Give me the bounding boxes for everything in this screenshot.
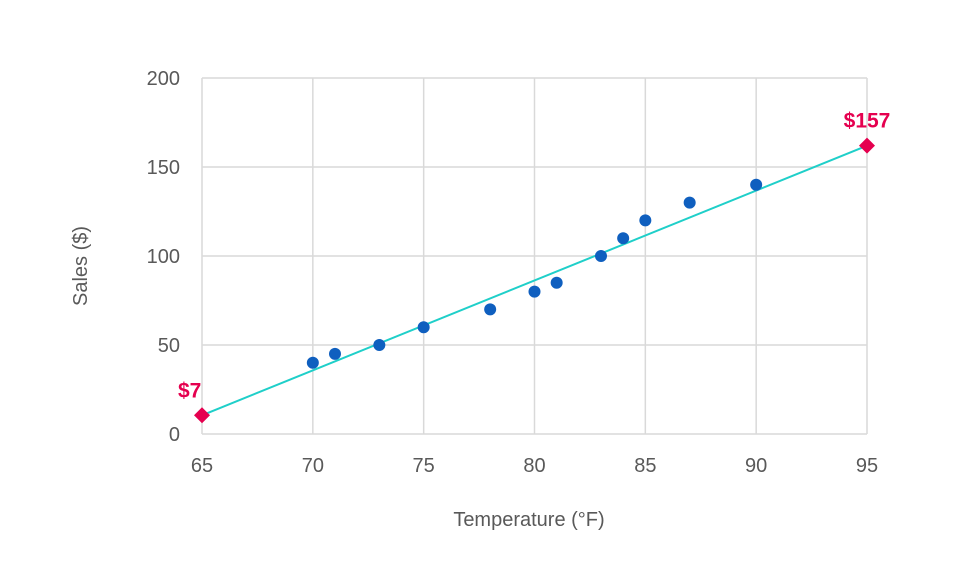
x-tick-label: 90: [745, 455, 767, 477]
annotation-diamond: [194, 407, 210, 424]
annotation-label: $157: [844, 110, 891, 133]
data-point: [683, 196, 696, 209]
annotation-label: $7: [178, 379, 201, 402]
grid: [201, 77, 868, 435]
y-tick-label: 100: [147, 246, 180, 268]
y-tick-label: 200: [147, 68, 180, 90]
data-point: [639, 214, 652, 227]
x-tick-label: 75: [413, 455, 435, 477]
tick-labels: 65 70 75 80 85 90 95 0 50 100 150 200: [147, 68, 879, 477]
y-tick-label: 50: [158, 335, 180, 357]
y-tick-label: 0: [169, 424, 180, 446]
data-point: [595, 250, 607, 262]
annotation-diamond: [859, 137, 875, 154]
data-point: [750, 178, 763, 191]
data-point: [329, 347, 341, 360]
x-tick-label: 95: [856, 455, 878, 477]
x-tick-label: 65: [191, 455, 213, 477]
data-point: [484, 303, 497, 316]
data-point: [617, 232, 630, 245]
marks: $7 $157: [178, 110, 890, 424]
x-tick-label: 85: [634, 455, 656, 477]
x-tick-label: 80: [523, 455, 545, 477]
data-point: [550, 276, 563, 289]
x-axis-label: Temperature (°F): [453, 509, 604, 531]
y-axis-label: Sales ($): [70, 226, 92, 306]
data-point: [373, 339, 386, 351]
x-tick-label: 70: [302, 455, 324, 477]
data-point: [306, 356, 319, 369]
data-point: [417, 321, 430, 334]
y-tick-label: 150: [147, 157, 180, 179]
data-point: [528, 285, 541, 298]
